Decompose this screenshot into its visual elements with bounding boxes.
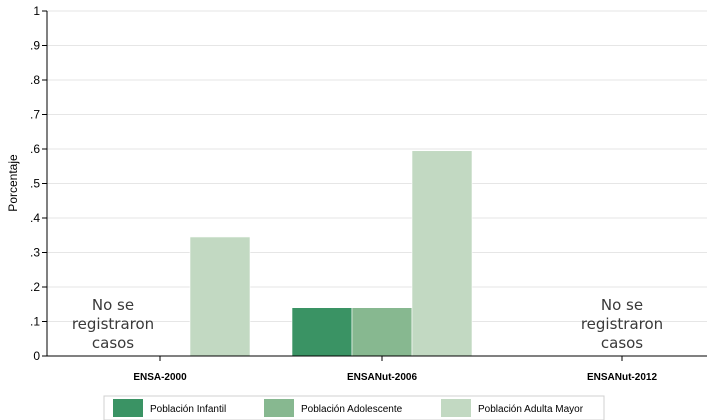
y-tick-label: .3 (30, 246, 40, 260)
annotations: No se registraron casos No se registraron cas… (72, 296, 663, 352)
gridlines (47, 10, 707, 322)
bar (291, 307, 353, 357)
y-tick-label: 0 (33, 349, 40, 363)
legend-swatch (441, 399, 471, 417)
y-tick-label: .7 (30, 108, 40, 122)
y-tick-label: .4 (30, 211, 40, 225)
bar (189, 236, 251, 357)
legend-label: Población Infantil (150, 404, 226, 415)
bar (351, 307, 413, 357)
x-tick-label: ENSA-2000 (133, 372, 187, 383)
y-tick-label: .9 (30, 39, 40, 53)
y-tick-label: 1 (33, 4, 40, 18)
y-axis-title: Porcentaje (6, 154, 20, 212)
x-tick-label: ENSANut-2012 (587, 372, 657, 383)
legend-swatch (113, 399, 143, 417)
y-ticks: 0 .1 .2 .3 .4 .5 .6 .7 .8 .9 1 (30, 4, 47, 363)
legend-label: Población Adulta Mayor (478, 404, 584, 415)
y-tick-label: .2 (30, 280, 40, 294)
x-tick-label: ENSANut-2006 (347, 372, 417, 383)
y-tick-label: .1 (30, 315, 40, 329)
legend-label: Población Adolescente (301, 404, 403, 415)
no-data-note: No se registraron casos (72, 296, 154, 352)
x-ticks: ENSA-2000 ENSANut-2006 ENSANut-2012 (133, 356, 657, 383)
legend: Población Infantil Población Adolescente P… (103, 395, 605, 420)
y-tick-label: .6 (30, 142, 40, 156)
legend-swatch (264, 399, 294, 417)
no-data-note: No se registraron casos (581, 296, 663, 352)
bars (189, 150, 473, 357)
y-tick-label: .8 (30, 73, 40, 87)
bar (411, 150, 473, 357)
legend-box (103, 395, 605, 420)
y-tick-label: .5 (30, 177, 40, 191)
